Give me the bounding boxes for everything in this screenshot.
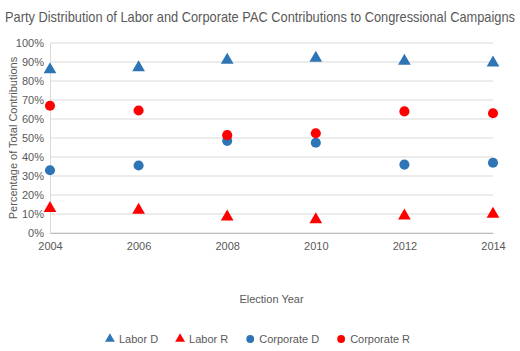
series bbox=[44, 51, 500, 73]
grid-line bbox=[50, 157, 493, 158]
grid-line bbox=[50, 62, 493, 63]
legend-symbol bbox=[105, 333, 115, 342]
grid bbox=[50, 43, 493, 233]
point bbox=[488, 108, 498, 118]
grid-line bbox=[50, 119, 493, 120]
legend-symbol bbox=[337, 335, 345, 343]
series bbox=[45, 101, 498, 141]
legend-item: Corporate R bbox=[337, 333, 410, 345]
x-tick-label: 2014 bbox=[481, 240, 505, 252]
y-tick: 90% bbox=[22, 56, 50, 68]
grid-line bbox=[50, 214, 493, 215]
point bbox=[44, 201, 57, 212]
grid-line bbox=[50, 43, 493, 44]
y-tick-label: 100% bbox=[16, 37, 44, 49]
point bbox=[398, 54, 411, 65]
x-tick: 2012 bbox=[393, 233, 417, 252]
grid-line bbox=[50, 176, 493, 177]
legend-label: Labor R bbox=[189, 333, 228, 345]
y-tick-label: 50% bbox=[22, 132, 44, 144]
x-tick-label: 2008 bbox=[215, 240, 239, 252]
point bbox=[311, 138, 321, 148]
point bbox=[221, 53, 234, 64]
y-tick-label: 10% bbox=[22, 208, 44, 220]
y-tick: 50% bbox=[22, 132, 50, 144]
x-tick: 2010 bbox=[304, 233, 328, 252]
title: Party Distribution of Labor and Corporat… bbox=[5, 8, 515, 25]
point bbox=[134, 161, 144, 171]
point bbox=[45, 101, 55, 111]
x-tick-label: 2012 bbox=[393, 240, 417, 252]
point bbox=[222, 130, 232, 140]
x-axis-line bbox=[51, 233, 494, 234]
point bbox=[311, 128, 321, 138]
y-tick: 40% bbox=[22, 151, 50, 163]
grid-line bbox=[50, 100, 493, 101]
point bbox=[132, 203, 145, 214]
point bbox=[45, 165, 55, 175]
x-axis: 2004 2006 2008 2010 2012 2014 bbox=[38, 233, 505, 252]
legend-item: Labor R bbox=[175, 333, 228, 345]
legend-symbol bbox=[246, 335, 254, 343]
y-tick-label: 90% bbox=[22, 56, 44, 68]
point bbox=[488, 158, 498, 168]
point bbox=[487, 207, 500, 218]
legend-item: Labor D bbox=[105, 333, 158, 345]
legend-symbol bbox=[175, 333, 185, 342]
series bbox=[44, 201, 500, 223]
x-tick: 2006 bbox=[127, 233, 151, 252]
point bbox=[309, 51, 322, 62]
x-tick-label: 2010 bbox=[304, 240, 328, 252]
legend-label: Corporate D bbox=[259, 333, 319, 345]
plot: 0%10%20%30%40%50%60%70%80%90%100%2004200… bbox=[16, 37, 506, 252]
y-tick-label: 40% bbox=[22, 151, 44, 163]
y-axis-title: Percentage of Total Contributions bbox=[7, 56, 19, 219]
grid-line bbox=[50, 195, 493, 196]
grid-line bbox=[50, 138, 493, 139]
legend-item: Corporate D bbox=[246, 333, 319, 345]
point bbox=[134, 105, 144, 115]
y-tick: 100% bbox=[16, 37, 50, 49]
chart: 0%10%20%30%40%50%60%70%80%90%100%2004200… bbox=[0, 0, 520, 351]
point bbox=[221, 210, 234, 221]
point bbox=[132, 60, 145, 71]
series bbox=[45, 136, 498, 176]
x-axis-title: Election Year bbox=[239, 293, 304, 305]
y-tick-label: 80% bbox=[22, 75, 44, 87]
point bbox=[399, 106, 409, 116]
x-tick-label: 2004 bbox=[38, 240, 62, 252]
grid-line bbox=[50, 233, 493, 234]
point bbox=[398, 209, 411, 220]
y-tick-label: 0% bbox=[28, 227, 44, 239]
x-tick: 2008 bbox=[215, 233, 239, 252]
y-tick-label: 30% bbox=[22, 170, 44, 182]
legend-label: Labor D bbox=[119, 333, 158, 345]
x-tick: 2014 bbox=[481, 233, 505, 252]
x-tick: 2004 bbox=[38, 233, 62, 252]
marks bbox=[44, 51, 500, 224]
y-tick: 60% bbox=[22, 113, 50, 125]
legend-label: Corporate R bbox=[350, 333, 410, 345]
y-tick-label: 20% bbox=[22, 189, 44, 201]
y-axis: 0% 10% 20% 30% 40% 50% 60% 70% 80% 90% 100% bbox=[16, 37, 51, 239]
legend: Labor D Labor R Corporate D Corporate R bbox=[105, 333, 410, 345]
y-tick-label: 70% bbox=[22, 94, 44, 106]
point bbox=[44, 62, 57, 73]
grid-line bbox=[50, 81, 493, 82]
point bbox=[399, 160, 409, 170]
y-tick: 80% bbox=[22, 75, 50, 87]
y-tick: 0% bbox=[28, 227, 50, 239]
point bbox=[487, 56, 500, 67]
point bbox=[309, 212, 322, 223]
y-tick-label: 60% bbox=[22, 113, 44, 125]
y-tick: 20% bbox=[22, 189, 50, 201]
x-tick-label: 2006 bbox=[127, 240, 151, 252]
